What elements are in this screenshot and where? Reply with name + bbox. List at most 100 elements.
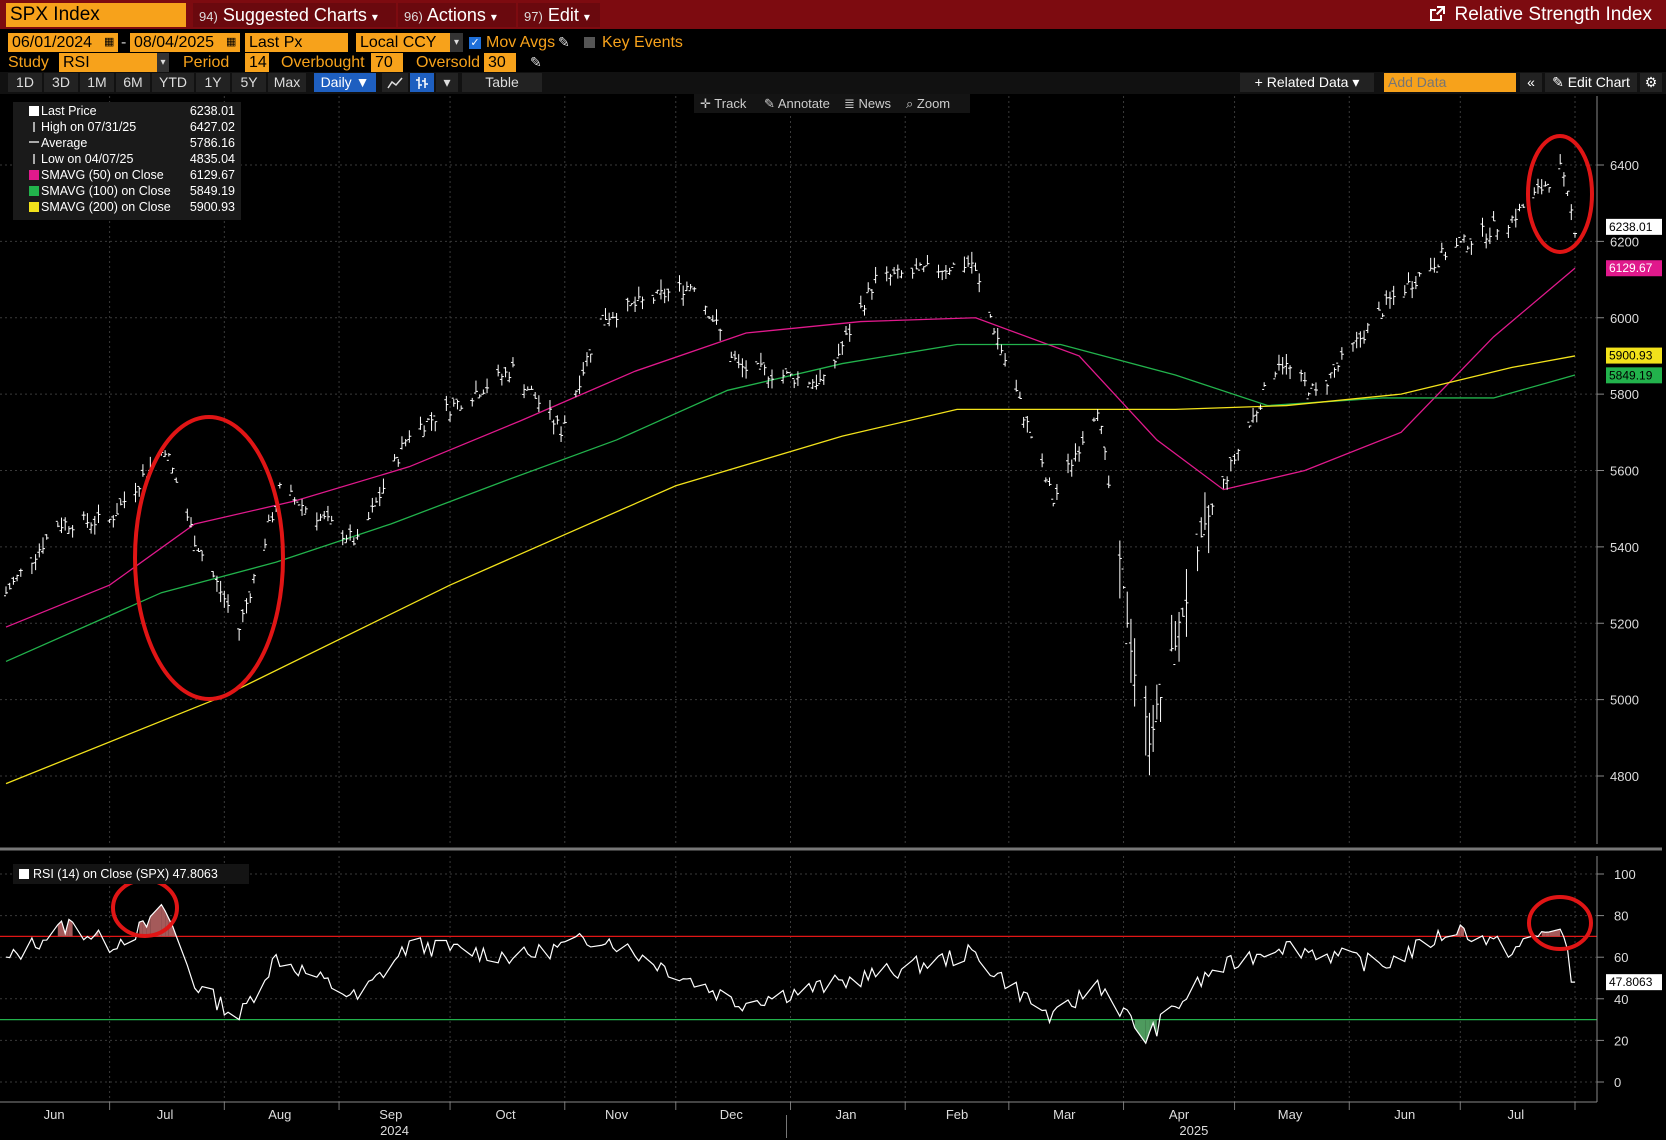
calendar-icon[interactable]: ▦ <box>226 33 240 52</box>
range-5y[interactable]: 5Y <box>232 73 266 92</box>
line-chart-icon[interactable] <box>382 73 408 92</box>
range-1y[interactable]: 1Y <box>196 73 230 92</box>
annotation-circle[interactable] <box>1526 134 1594 254</box>
chart-type-title[interactable]: Relative Strength Index <box>1428 2 1652 28</box>
sma-line <box>5 355 1576 785</box>
menu-number: 96) <box>404 9 423 24</box>
y-tick-label: 0 <box>1614 1075 1621 1090</box>
annotate-tool[interactable]: ✎ Annotate <box>764 94 830 113</box>
zoom-tool[interactable]: ⌕ Zoom <box>906 94 950 113</box>
y-tick-label: 80 <box>1614 909 1628 924</box>
key-events-checkbox[interactable] <box>584 37 595 48</box>
rsi-swatch <box>19 869 29 879</box>
month-label: Jul <box>1507 1107 1524 1122</box>
y-tick-label: 100 <box>1614 867 1636 882</box>
oversold-fill <box>1134 1019 1146 1044</box>
edit-chart-label: Edit Chart <box>1567 74 1630 90</box>
overbought-label: Overbought <box>281 54 365 71</box>
legend-label: SMAVG (50) on Close <box>41 168 164 182</box>
sma-line <box>5 343 1576 663</box>
price-series <box>4 154 1577 785</box>
high-marker-icon <box>33 122 35 132</box>
range-6m[interactable]: 6M <box>116 73 150 92</box>
last-price-swatch <box>29 106 39 116</box>
study-label: Study <box>8 54 49 71</box>
range-1m[interactable]: 1M <box>80 73 114 92</box>
rsi-line <box>5 903 1575 1045</box>
price-legend[interactable]: Last Price 6238.01 High on 07/31/25 6427… <box>13 102 241 220</box>
study-select[interactable]: RSI <box>59 53 157 72</box>
zoom-label: Zoom <box>916 96 951 111</box>
legend-label: Low on 04/07/25 <box>41 152 134 166</box>
low-marker-icon <box>33 154 35 164</box>
actions-menu[interactable]: 96) Actions ▾ <box>398 3 516 27</box>
month-label: Oct <box>495 1107 516 1122</box>
sma100-swatch <box>29 186 39 196</box>
track-label: Track <box>714 96 747 111</box>
price-field-select[interactable]: Last Px <box>245 33 348 52</box>
overbought-fill <box>1545 932 1550 937</box>
start-date-field[interactable]: 06/01/2024 <box>8 33 104 52</box>
y-tick-label: 60 <box>1614 950 1628 965</box>
edit-menu[interactable]: 97) Edit ▾ <box>518 3 600 27</box>
month-label: Sep <box>379 1107 402 1122</box>
rsi-tag: 47.8063 <box>1606 974 1662 991</box>
overbought-fill <box>1549 929 1561 937</box>
y-tick-label: 5000 <box>1610 693 1639 708</box>
annotation-circle[interactable] <box>133 415 285 701</box>
year-label: 2024 <box>380 1123 409 1138</box>
ticker-field[interactable]: SPX Index <box>6 3 186 27</box>
chevron-down-icon[interactable]: ▾ <box>436 73 458 92</box>
range-ytd[interactable]: YTD <box>152 73 194 92</box>
legend-value: 6238.01 <box>189 104 235 118</box>
chevron-down-icon: ▾ <box>583 10 590 24</box>
oversold-field[interactable]: 30 <box>484 53 516 72</box>
range-3d[interactable]: 3D <box>44 73 78 92</box>
y-tick-label: 6400 <box>1610 158 1639 173</box>
chart-area[interactable]: 4800 5000 5200 5400 5600 5800 6000 6200 6400 6238… <box>0 94 1666 1140</box>
gear-icon[interactable]: ⚙ <box>1640 73 1662 92</box>
suggested-charts-menu[interactable]: 94) Suggested Charts ▾ <box>193 3 396 27</box>
collapse-icon[interactable]: « <box>1520 73 1542 92</box>
table-button[interactable]: Table <box>462 73 542 92</box>
pencil-icon[interactable]: ✎ <box>530 54 542 70</box>
edit-chart-button[interactable]: ✎ Edit Chart <box>1545 73 1637 92</box>
track-tool[interactable]: ✛ Track <box>700 94 746 113</box>
chevron-down-icon[interactable]: ▾ <box>450 33 463 52</box>
month-label: Jun <box>44 1107 65 1122</box>
legend-value: 4835.04 <box>189 152 235 166</box>
period-field[interactable]: 14 <box>245 53 269 72</box>
key-events-label: Key Events <box>602 34 683 51</box>
pencil-icon[interactable]: ✎ <box>558 34 570 50</box>
news-tool[interactable]: ≣ News <box>844 94 891 113</box>
sma50-swatch <box>29 170 39 180</box>
mov-avgs-checkbox[interactable]: ✓ <box>469 37 481 49</box>
add-data-input[interactable] <box>1384 73 1516 90</box>
mov-avgs-label: Mov Avgs <box>486 34 556 51</box>
end-date-field[interactable]: 08/04/2025 <box>130 33 226 52</box>
bar-chart-icon[interactable] <box>410 73 434 92</box>
price-tag-label: 5849.19 <box>1609 368 1653 382</box>
chart-title-text: Relative Strength Index <box>1454 4 1652 25</box>
range-1d[interactable]: 1D <box>8 73 42 92</box>
chevron-down-icon[interactable]: ▾ <box>157 53 169 72</box>
related-data-button[interactable]: + Related Data ▾ <box>1240 73 1374 92</box>
currency-select[interactable]: Local CCY <box>356 33 450 52</box>
overbought-fill <box>139 920 143 937</box>
overbought-field[interactable]: 70 <box>371 53 403 72</box>
month-label: May <box>1278 1107 1303 1122</box>
overbought-fill <box>57 921 62 937</box>
annotation-circles[interactable] <box>111 134 1594 951</box>
month-label: Jun <box>1394 1107 1415 1122</box>
frequency-select[interactable]: Daily ▼ <box>314 73 376 92</box>
menu-label: Edit <box>547 5 579 25</box>
calendar-icon[interactable]: ▦ <box>104 33 118 52</box>
price-tag: 5849.19 <box>1606 367 1662 384</box>
price-tag-label: 6238.01 <box>1609 220 1653 234</box>
annotation-circle[interactable] <box>1527 895 1593 951</box>
rsi-legend[interactable]: RSI (14) on Close (SPX) 47.8063 <box>13 864 249 884</box>
range-max[interactable]: Max <box>268 73 306 92</box>
sma200-swatch <box>29 202 39 212</box>
legend-label: SMAVG (100) on Close <box>41 184 171 198</box>
add-data-field[interactable] <box>1384 73 1516 92</box>
